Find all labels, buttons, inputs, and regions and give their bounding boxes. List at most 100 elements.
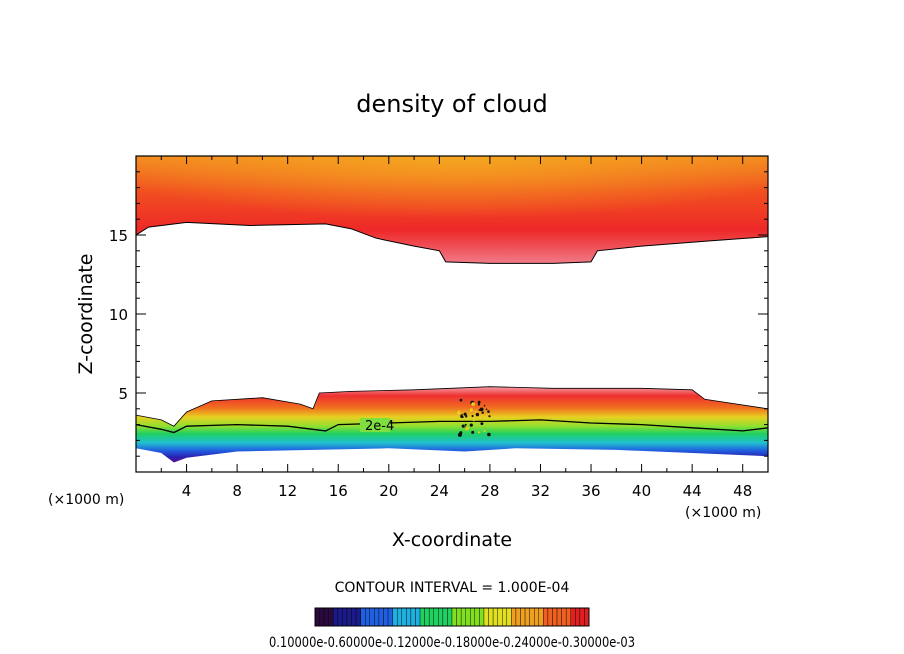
speckle-mark (459, 398, 463, 402)
color-bar-cell (374, 607, 380, 627)
contour-label: 2e-4 (365, 419, 394, 434)
speckle-mark (457, 411, 460, 415)
x-tick-label: 4 (182, 482, 192, 500)
color-bar-cell (447, 607, 453, 627)
color-bar-cell (579, 607, 585, 627)
y-axis-ticks: 5 10 15 (109, 171, 768, 457)
upper-cloud-contour (136, 221, 768, 264)
speckle-mark (481, 411, 484, 414)
y-axis-label: Z-coordinate (75, 254, 97, 375)
plot-area (136, 156, 768, 463)
color-bar-cell (520, 607, 526, 627)
speckle-mark (483, 430, 486, 433)
color-bar-cell (342, 607, 348, 627)
color-bar-cell (401, 607, 407, 627)
speckle-mark (471, 414, 474, 418)
upper-cloud-core (136, 156, 768, 264)
color-bar-cell (351, 607, 357, 627)
color-bar-cell (319, 607, 325, 627)
speckle-mark (478, 431, 481, 434)
color-bar-cell (369, 607, 375, 627)
color-bar-cell (584, 607, 590, 627)
color-bar-cell (538, 607, 544, 627)
color-bar-cell (415, 607, 421, 627)
speckle-mark (463, 412, 467, 416)
color-bar-cell (365, 607, 371, 627)
color-bar-cell (488, 607, 494, 627)
color-bar-cell (419, 607, 425, 627)
color-bar-cell (424, 607, 430, 627)
color-bar-cell (428, 607, 434, 627)
color-bar-cell (333, 607, 339, 627)
color-bar-cell (410, 607, 416, 627)
color-bar-cell (515, 607, 521, 627)
color-bar-cell (534, 607, 539, 627)
color-bar-cell (529, 607, 535, 627)
speckle-mark (485, 416, 488, 419)
color-bar-cell (328, 607, 334, 627)
speckle-mark (480, 422, 484, 426)
x-tick-label: 44 (683, 482, 702, 500)
color-bar-cell (323, 607, 329, 627)
color-bar-cell (479, 607, 485, 627)
color-bar-cell (492, 607, 498, 627)
speckle-mark (487, 432, 491, 437)
color-bar-cell (470, 607, 476, 627)
speckle-mark (479, 407, 484, 412)
x-tick-label: 20 (379, 482, 398, 500)
x-axis-ticks: 4 8 12 16 20 24 28 32 36 40 44 48 (160, 156, 752, 500)
x-tick-label: 32 (531, 482, 550, 500)
x-tick-label: 16 (329, 482, 348, 500)
speckle-mark (464, 423, 467, 426)
color-bar-cell (337, 607, 343, 627)
speckle-mark (469, 408, 473, 412)
color-bar-cell (561, 607, 567, 627)
color-bar-cell (314, 607, 320, 627)
y-tick-label: 15 (109, 227, 128, 245)
color-bar-cell (543, 607, 549, 627)
speckle-mark (485, 408, 488, 411)
x-tick-label: 8 (232, 482, 242, 500)
convective-speckles (457, 398, 491, 437)
x-unit-right: (×1000 m) (685, 505, 761, 521)
speckle-mark (461, 424, 465, 428)
color-bar-cell (465, 607, 471, 627)
color-bar-cell (397, 607, 402, 627)
x-tick-label: 24 (430, 482, 449, 500)
speckle-mark (474, 410, 477, 413)
speckle-mark (471, 402, 475, 406)
color-bar-cell (570, 607, 576, 627)
contour-interval-text: CONTOUR INTERVAL = 1.000E-04 (335, 580, 570, 596)
color-bar-cell (511, 607, 517, 627)
speckle-mark (488, 415, 491, 418)
x-tick-label: 12 (278, 482, 297, 500)
speckle-mark (472, 419, 475, 422)
color-bar-cell (438, 607, 444, 627)
color-bar-cell (346, 607, 352, 627)
color-bar-cell (383, 607, 389, 627)
color-bar-cell (556, 607, 562, 627)
color-bar-cell (460, 607, 466, 627)
chart-title: density of cloud (356, 90, 547, 118)
speckle-mark (483, 404, 486, 407)
color-bar-cell (552, 607, 558, 627)
color-bar-cell (378, 607, 384, 627)
speckle-mark (471, 430, 475, 434)
color-bar-cell (360, 607, 366, 627)
x-tick-label: 48 (733, 482, 752, 500)
x-axis-label: X-coordinate (392, 529, 512, 551)
color-bar-cell (565, 607, 571, 627)
color-bar (314, 607, 590, 627)
color-bar-cell (524, 607, 530, 627)
color-bar-cell (406, 607, 412, 627)
color-bar-cell (474, 607, 480, 627)
x-tick-label: 36 (581, 482, 600, 500)
color-bar-cell (483, 607, 489, 627)
color-bar-cell (497, 607, 503, 627)
speckle-mark (475, 412, 480, 417)
speckle-mark (459, 433, 462, 436)
color-bar-cell (547, 607, 553, 627)
color-bar-cell (387, 607, 393, 627)
x-tick-label: 40 (632, 482, 651, 500)
